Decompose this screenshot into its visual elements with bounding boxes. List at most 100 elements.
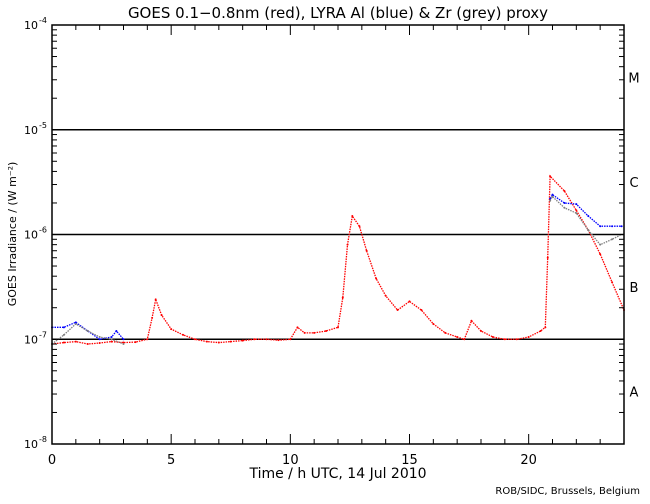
data-point — [599, 243, 602, 246]
data-point — [599, 253, 602, 256]
data-point — [194, 338, 196, 341]
data-point — [74, 340, 77, 343]
data-point — [351, 215, 354, 218]
data-point — [160, 314, 163, 317]
data-point — [470, 319, 473, 322]
data-point — [151, 316, 154, 319]
y-tick-label: 10 — [24, 124, 38, 137]
flare-class-label: M — [628, 71, 639, 86]
data-point — [289, 338, 292, 341]
data-point — [396, 309, 399, 312]
y-tick-exponent: -4 — [39, 16, 47, 25]
series-line — [51, 174, 625, 345]
data-point — [408, 300, 411, 303]
data-point — [549, 199, 552, 202]
y-tick-label: 10 — [24, 333, 38, 346]
series-line — [549, 193, 622, 227]
data-point — [346, 243, 349, 246]
data-point — [122, 338, 125, 341]
flare-class-label: C — [629, 176, 638, 191]
x-axis-label: Time / h UTC, 14 Jul 2010 — [248, 466, 426, 482]
y-tick-exponent: -6 — [39, 226, 47, 235]
y-axis-label: GOES Irradiance / (W m⁻²) — [6, 162, 19, 307]
data-point — [277, 339, 280, 342]
chart-title: GOES 0.1−0.8nm (red), LYRA Al (blue) & Z… — [128, 4, 548, 22]
x-tick-label: 10 — [282, 453, 299, 468]
data-point — [98, 336, 101, 339]
data-point — [384, 294, 387, 297]
data-point — [122, 341, 125, 344]
data-point — [229, 340, 232, 343]
data-point — [563, 190, 566, 193]
flare-class-label: A — [630, 386, 639, 401]
data-point — [611, 281, 614, 284]
data-point — [375, 277, 378, 280]
data-point — [515, 338, 518, 341]
data-point — [182, 333, 185, 336]
data-point — [217, 341, 220, 344]
data-point — [611, 238, 614, 241]
data-point — [420, 309, 423, 312]
data-point — [587, 229, 590, 232]
data-point — [110, 340, 113, 343]
data-point — [154, 298, 157, 301]
data-point — [241, 339, 244, 342]
data-point — [115, 329, 118, 332]
data-point — [575, 203, 578, 206]
data-point — [74, 322, 77, 325]
data-point — [527, 336, 530, 339]
data-point — [62, 341, 65, 344]
data-point — [265, 338, 268, 341]
data-point — [146, 338, 149, 341]
data-point — [549, 197, 552, 200]
data-point — [62, 326, 65, 329]
data-point — [205, 340, 208, 343]
data-point — [74, 321, 77, 324]
data-point — [110, 338, 113, 341]
data-point — [575, 212, 578, 215]
data-point — [337, 326, 339, 329]
data-point — [539, 329, 542, 332]
data-point — [599, 225, 602, 228]
data-point — [253, 338, 256, 341]
data-point — [432, 322, 435, 325]
footer-credit: ROB/SIDC, Brussels, Belgium — [495, 486, 640, 497]
data-point — [341, 296, 344, 299]
data-point — [303, 331, 306, 334]
x-tick-label: 15 — [401, 453, 418, 468]
x-tick-label: 5 — [167, 453, 175, 468]
data-point — [611, 225, 614, 228]
x-tick-label: 0 — [48, 453, 56, 468]
data-point — [325, 329, 328, 332]
data-point — [170, 328, 173, 331]
data-point — [563, 201, 566, 204]
data-point — [86, 329, 89, 332]
y-tick-label: 10 — [24, 438, 38, 451]
data-point — [134, 341, 137, 344]
data-point — [463, 338, 466, 341]
data-point — [544, 326, 547, 329]
series-line — [549, 195, 622, 246]
data-point — [546, 256, 549, 259]
y-tick-exponent: -8 — [39, 435, 47, 444]
data-point — [86, 343, 89, 346]
data-point — [98, 338, 101, 341]
data-point — [444, 331, 447, 334]
data-point — [491, 336, 494, 339]
series-line — [52, 321, 124, 340]
data-point — [110, 336, 113, 339]
data-point — [480, 329, 482, 332]
flare-class-label: B — [630, 281, 639, 296]
data-point — [122, 343, 125, 346]
data-point — [365, 249, 368, 252]
data-point — [313, 331, 316, 334]
data-point — [296, 326, 299, 329]
y-tick-exponent: -5 — [39, 121, 47, 130]
data-point — [62, 333, 65, 336]
data-point — [503, 338, 506, 341]
y-tick-exponent: -7 — [39, 330, 47, 339]
data-point — [551, 195, 554, 198]
y-tick-label: 10 — [24, 19, 38, 32]
data-point — [358, 225, 361, 228]
